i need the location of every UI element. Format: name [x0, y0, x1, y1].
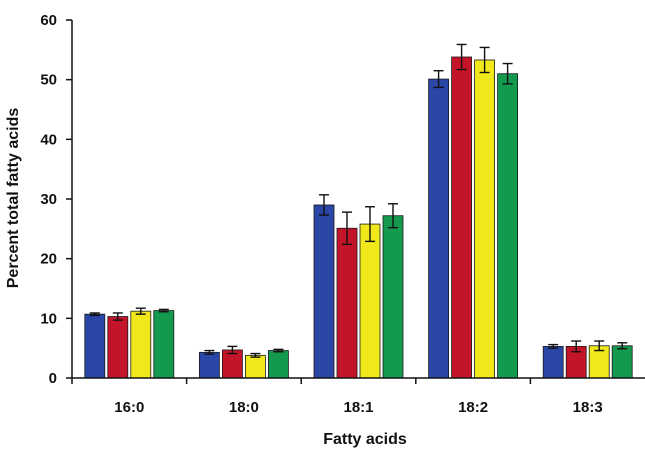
- bar-18-1-s2: [336, 227, 358, 379]
- bar-16-0-s2: [107, 316, 129, 379]
- y-tick-label-20: 20: [40, 251, 57, 268]
- y-tick-label-10: 10: [40, 310, 57, 327]
- x-tick-label-18-3: 18:3: [573, 399, 603, 416]
- bar-18-3-s4: [611, 345, 633, 379]
- y-tick-label-50: 50: [40, 72, 57, 89]
- y-tick-label-0: 0: [49, 370, 57, 387]
- y-tick-label-30: 30: [40, 191, 57, 208]
- bar-18-2-s1: [428, 78, 450, 379]
- bar-16-0-s1: [84, 313, 106, 379]
- x-tick-label-16-0: 16:0: [114, 399, 144, 416]
- bar-18-0-s1: [198, 351, 220, 379]
- x-tick-label-18-2: 18:2: [458, 399, 488, 416]
- y-axis-title: Percent total fatty acids: [5, 108, 22, 289]
- labels-layer: 16:0 18:0 18:1 18:2 18:3 0 10 20 30 40 50 60: [40, 12, 602, 416]
- x-tick-label-18-1: 18:1: [343, 399, 373, 416]
- bar-18-2-s3: [474, 59, 496, 379]
- bar-18-3-s1: [542, 345, 564, 379]
- bar-18-0-s4: [267, 350, 289, 379]
- bar-16-0-s3: [130, 310, 152, 379]
- bar-18-1-s3: [359, 223, 381, 379]
- axes-layer: [66, 19, 645, 384]
- bar-18-1-s4: [382, 215, 404, 379]
- x-axis-title: Fatty acids: [323, 431, 407, 448]
- y-tick-label-60: 60: [40, 12, 57, 29]
- y-tick-label-40: 40: [40, 131, 57, 148]
- bar-18-2-s4: [497, 73, 519, 379]
- bar-18-2-s2: [451, 56, 473, 379]
- bar-16-0-s4: [153, 310, 175, 379]
- bar-18-1-s1: [313, 204, 335, 379]
- x-tick-label-18-0: 18:0: [229, 399, 259, 416]
- bar-18-0-s3: [244, 354, 266, 379]
- bars-layer: [84, 43, 633, 379]
